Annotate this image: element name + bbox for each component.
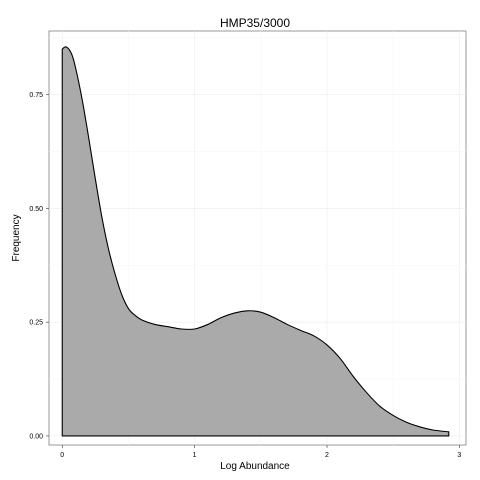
y-axis-ticks: 0.00 0.25 0.50 0.75: [29, 92, 49, 440]
chart-title: HMP35/3000: [220, 16, 290, 30]
x-tick-label: 1: [193, 452, 197, 459]
density-area: [61, 46, 450, 437]
x-axis-label: Log Abundance: [220, 461, 290, 472]
y-tick-label: 0.25: [29, 320, 43, 327]
density-series: [61, 46, 450, 437]
y-axis-label: Frequency: [11, 214, 22, 261]
y-tick-label: 0.50: [29, 206, 43, 213]
x-axis-ticks: 0 1 2 3: [60, 445, 461, 459]
x-tick-label: 2: [325, 452, 329, 459]
x-tick-label: 0: [60, 452, 64, 459]
y-tick-label: 0.75: [29, 92, 43, 99]
x-tick-label: 3: [457, 452, 461, 459]
y-tick-label: 0.00: [29, 433, 43, 440]
